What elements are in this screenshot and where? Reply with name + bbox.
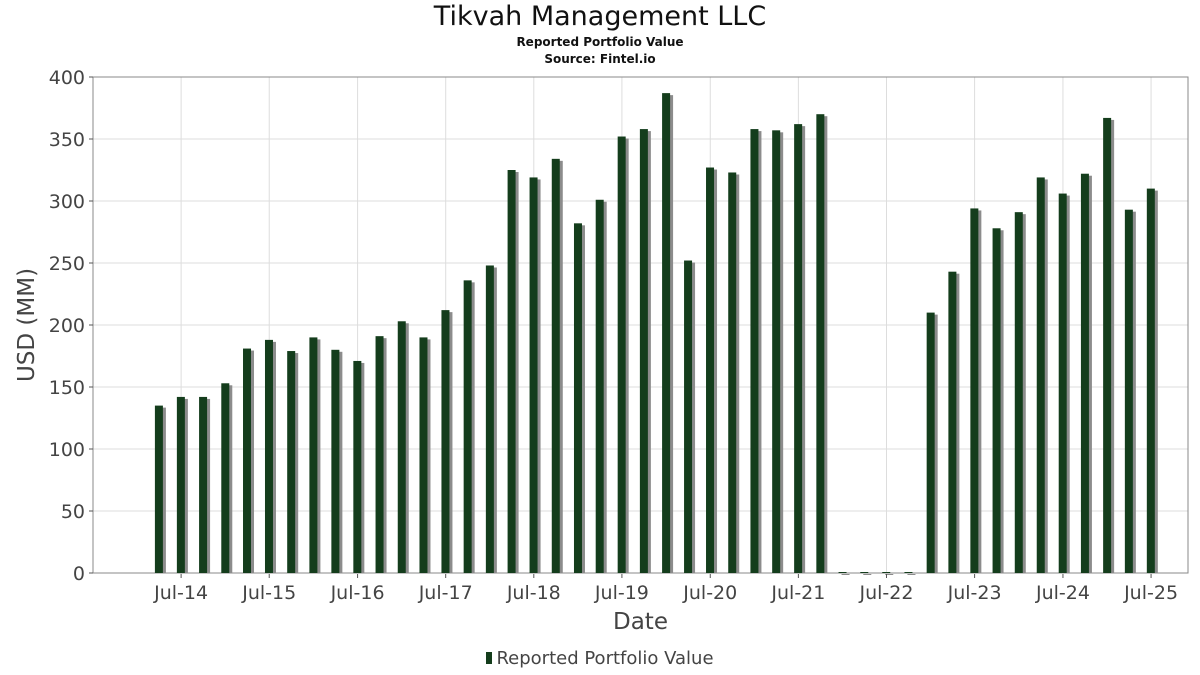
y-tick-label: 100	[49, 439, 85, 461]
bar	[904, 572, 913, 573]
bar	[529, 177, 538, 573]
chart-title: Tikvah Management LLC	[433, 1, 767, 32]
bar	[794, 124, 803, 574]
y-tick-label: 250	[49, 253, 85, 275]
x-tick-label: Jul-20	[682, 582, 737, 604]
y-tick-label: 150	[49, 377, 85, 399]
bar	[221, 383, 230, 573]
bar	[573, 223, 582, 573]
bar	[199, 396, 208, 573]
bar	[441, 310, 450, 573]
bar	[970, 208, 979, 573]
bar	[684, 260, 693, 573]
x-tick-label: Jul-15	[241, 582, 296, 604]
bar	[926, 312, 935, 573]
bar	[948, 271, 957, 573]
bar	[706, 167, 715, 573]
x-tick-label: Jul-17	[418, 582, 473, 604]
bar	[419, 337, 428, 573]
bar	[639, 129, 648, 573]
bar	[331, 349, 340, 573]
bar	[176, 396, 185, 573]
y-axis-ticks: 0 50 100 150 200 250 300 350 400	[49, 67, 93, 585]
bar	[992, 228, 1001, 573]
bar	[1036, 177, 1045, 573]
bar	[1124, 209, 1133, 573]
bar	[860, 572, 869, 573]
x-tick-label: Jul-24	[1035, 582, 1090, 604]
bar	[772, 130, 781, 573]
bar	[375, 336, 384, 573]
bar	[750, 129, 759, 573]
x-tick-label: Jul-16	[330, 582, 385, 604]
x-axis-ticks: Jul-14 Jul-15 Jul-16 Jul-17 Jul-18 Jul-19 Jul-…	[153, 574, 1178, 604]
x-tick-label: Jul-22	[859, 582, 914, 604]
y-tick-label: 400	[49, 67, 85, 89]
bar	[816, 114, 825, 573]
y-axis-title: USD (MM)	[14, 268, 40, 382]
bar-shadow	[863, 574, 872, 575]
x-tick-label: Jul-14	[153, 582, 208, 604]
bar	[353, 360, 362, 573]
x-tick-label: Jul-18	[506, 582, 561, 604]
bar	[287, 351, 296, 573]
y-tick-label: 0	[73, 563, 85, 585]
bar	[397, 321, 406, 573]
bar	[728, 172, 737, 574]
bar	[485, 265, 494, 573]
bar-shadow	[841, 574, 850, 575]
bar	[882, 572, 891, 573]
bar	[264, 339, 273, 573]
bar	[154, 405, 163, 573]
bar-shadow	[885, 574, 894, 575]
bar	[309, 337, 318, 573]
bar-shadow	[907, 574, 916, 575]
x-axis-title: Date	[613, 609, 668, 635]
y-tick-label: 200	[49, 315, 85, 337]
x-tick-label: Jul-21	[770, 582, 825, 604]
bar	[1014, 212, 1023, 573]
x-tick-label: Jul-23	[947, 582, 1002, 604]
x-tick-label: Jul-19	[594, 582, 649, 604]
legend-label: Reported Portfolio Value	[496, 648, 714, 669]
bar	[838, 572, 847, 573]
bar	[243, 348, 252, 573]
bar	[551, 158, 560, 573]
bar	[617, 136, 626, 573]
bar	[1146, 188, 1155, 573]
bar	[1103, 117, 1112, 574]
bar	[1080, 173, 1089, 573]
chart-subtitle: Reported Portfolio Value	[516, 35, 684, 49]
legend: Reported Portfolio Value	[0, 648, 1200, 669]
y-tick-label: 350	[49, 129, 85, 151]
bar	[662, 93, 671, 574]
chart-source: Source: Fintel.io	[544, 52, 656, 66]
bar	[595, 199, 604, 573]
bar	[1058, 193, 1067, 573]
y-tick-label: 300	[49, 191, 85, 213]
bars	[154, 93, 1158, 575]
legend-swatch	[486, 652, 493, 664]
bar	[463, 280, 472, 573]
y-tick-label: 50	[61, 501, 85, 523]
bar	[507, 170, 516, 573]
x-tick-label: Jul-25	[1123, 582, 1178, 604]
